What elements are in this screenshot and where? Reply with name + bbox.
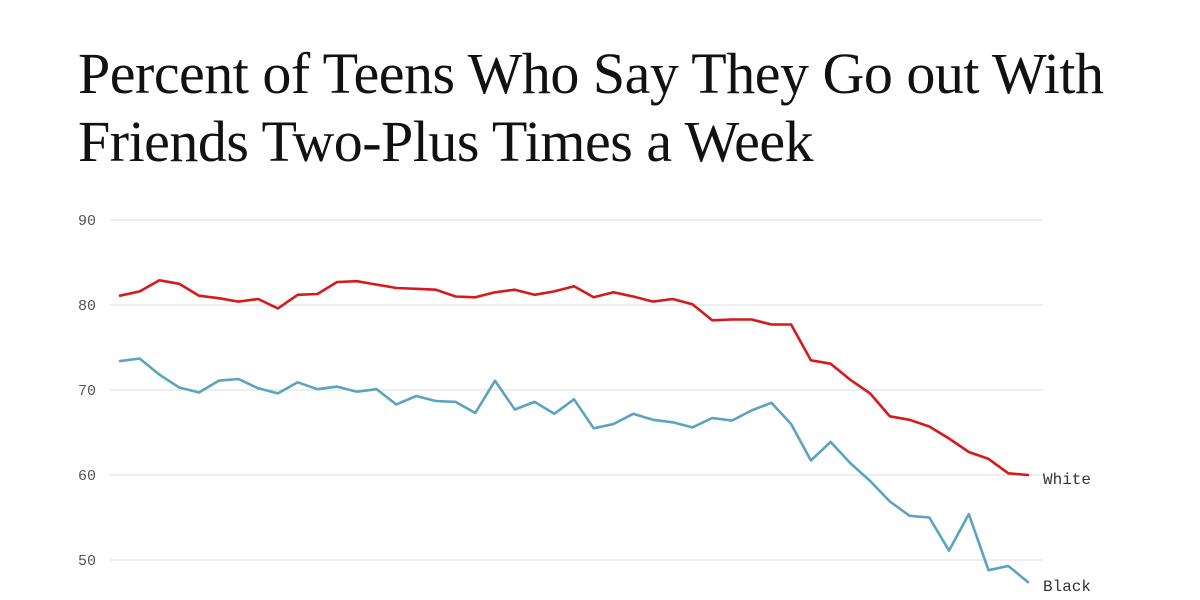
y-tick-label: 50 <box>78 553 96 570</box>
chart-title: Percent of Teens Who Say They Go out Wit… <box>78 40 1178 176</box>
y-tick-label: 90 <box>78 213 96 230</box>
series-labels: White Black <box>1043 471 1091 596</box>
chart-title-line-2: Friends Two-Plus Times a Week <box>78 109 814 174</box>
series-label-white: White <box>1043 471 1091 489</box>
series-label-black: Black <box>1043 578 1091 596</box>
series-line-black <box>118 357 1030 584</box>
y-tick-label: 70 <box>78 383 96 400</box>
gridlines <box>110 219 1043 561</box>
y-axis-ticks: 90 80 70 60 50 <box>78 213 96 570</box>
y-tick-label: 60 <box>78 468 96 485</box>
series-lines <box>118 279 1030 584</box>
series-line-white <box>118 279 1030 477</box>
y-tick-label: 80 <box>78 298 96 315</box>
chart-title-line-1: Percent of Teens Who Say They Go out Wit… <box>78 41 1104 106</box>
